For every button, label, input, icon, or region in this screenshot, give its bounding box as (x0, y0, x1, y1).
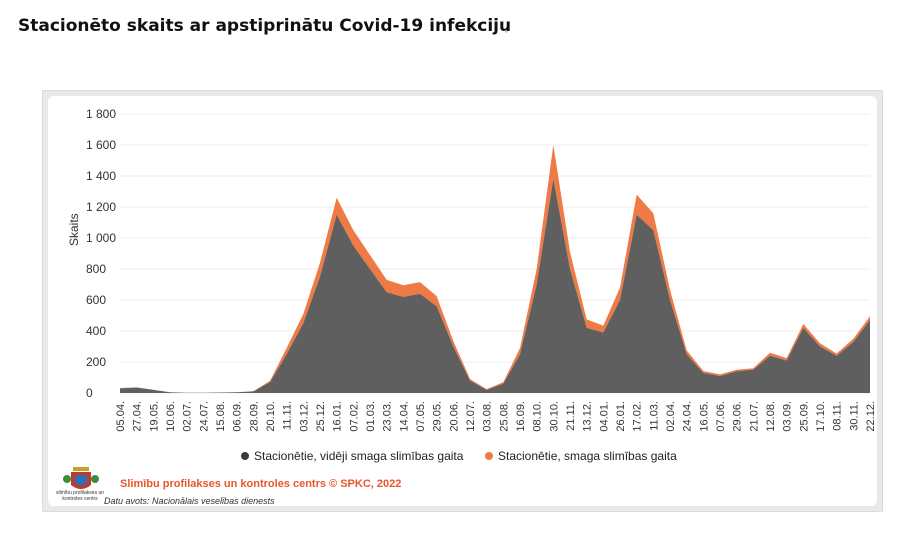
y-tick-label: 800 (86, 262, 106, 276)
chart-panel: 1 800 1 600 1 400 1 200 1 000 800 600 400 200 0 0… (48, 96, 877, 506)
y-tick-label: 1 000 (86, 231, 116, 245)
footer-credit: Slimību profilakses un kontroles centrs … (120, 478, 402, 490)
x-tick-label: 24.04. (682, 401, 694, 432)
x-tick-label: 30.11. (848, 401, 860, 431)
x-tick-label: 04.01. (598, 401, 610, 432)
x-tick-label: 05.04. (115, 401, 127, 432)
legend-dot-dark-icon (241, 451, 249, 460)
x-tick-label: 08.11. (832, 401, 844, 431)
logo-text: slimību profilakses un kontroles centrs (55, 490, 105, 502)
y-tick-label: 1 400 (86, 169, 116, 183)
footer-source: Datu avots: Nacionālais veselības dienes… (104, 496, 275, 506)
x-tick-label: 06.09. (232, 401, 244, 432)
x-tick-label: 01.03. (365, 401, 377, 432)
x-tick-label: 29.06. (732, 401, 744, 432)
x-tick-label: 19.05. (148, 401, 160, 432)
legend-item-moderate[interactable]: Stacionētie, vidēji smaga slimības gaita (241, 449, 463, 463)
title-marker-icon: ▪ (505, 27, 508, 36)
y-gridlines (120, 113, 870, 394)
y-tick-label: 400 (86, 324, 106, 338)
x-tick-label: 15.08. (215, 401, 227, 432)
y-tick-label: 1 200 (86, 200, 116, 214)
x-tick-label: 26.01. (615, 401, 627, 432)
chart-frame: 1 800 1 600 1 400 1 200 1 000 800 600 400 200 0 0… (42, 90, 883, 512)
x-tick-label: 07.06. (715, 401, 727, 432)
x-tick-label: 25.12. (315, 401, 327, 432)
x-tick-label: 21.07. (748, 401, 760, 432)
x-tick-label: 25.09. (798, 401, 810, 432)
area-series (120, 145, 870, 393)
legend-label-severe: Stacionētie, smaga slimības gaita (498, 449, 677, 463)
x-tick-label: 13.12. (582, 401, 594, 432)
x-tick-label: 12.08. (765, 401, 777, 432)
x-tick-label: 16.05. (698, 401, 710, 432)
x-tick-label: 12.07. (465, 401, 477, 432)
x-axis-ticks: 05.04. 27.04. 19.05. 10.06. 02.07. 24.07. 15.0… (115, 401, 877, 432)
x-tick-label: 30.10. (548, 401, 560, 432)
y-tick-label: 600 (86, 293, 106, 307)
chart-svg: 1 800 1 600 1 400 1 200 1 000 800 600 400 200 0 0… (67, 107, 877, 432)
x-tick-label: 11.03. (648, 401, 660, 431)
legend-item-severe[interactable]: Stacionētie, smaga slimības gaita (485, 449, 677, 463)
legend-label-moderate: Stacionētie, vidēji smaga slimības gaita (254, 449, 464, 463)
x-tick-label: 02.07. (182, 401, 194, 432)
x-tick-label: 29.05. (432, 401, 444, 432)
x-tick-label: 03.09. (782, 401, 794, 432)
x-tick-label: 16.01. (332, 401, 344, 432)
y-tick-label: 1 800 (86, 107, 116, 121)
x-tick-label: 07.05. (415, 401, 427, 432)
x-tick-label: 28.09. (248, 401, 260, 432)
x-tick-label: 14.04. (398, 401, 410, 432)
x-tick-label: 20.10. (265, 401, 277, 432)
x-tick-label: 08.10. (532, 401, 544, 432)
x-tick-label: 25.08. (498, 401, 510, 432)
x-tick-label: 23.03. (382, 401, 394, 432)
legend-dot-orange-icon (485, 451, 493, 460)
spkc-logo-icon (63, 467, 99, 489)
x-tick-label: 03.08. (482, 401, 494, 432)
x-tick-label: 16.09. (515, 401, 527, 432)
x-tick-label: 03.12. (298, 401, 310, 432)
x-tick-label: 27.04. (132, 401, 144, 432)
x-tick-label: 11.11. (282, 401, 294, 430)
x-tick-label: 20.06. (448, 401, 460, 432)
y-axis-label: Skaits (67, 213, 81, 246)
y-axis-ticks: 1 800 1 600 1 400 1 200 1 000 800 600 400 200 0 (86, 107, 116, 400)
y-tick-label: 1 600 (86, 138, 116, 152)
y-tick-label: 0 (86, 386, 93, 400)
x-tick-label: 02.04. (665, 401, 677, 432)
x-tick-label: 07.02. (348, 401, 360, 432)
x-tick-label: 21.11. (565, 401, 577, 431)
x-tick-label: 22.12. (865, 401, 877, 432)
y-tick-label: 200 (86, 355, 106, 369)
x-tick-label: 17.10. (815, 401, 827, 432)
page-title: Stacionēto skaits ar apstiprinātu Covid-… (18, 16, 512, 36)
x-tick-label: 10.06. (165, 401, 177, 432)
area-moderate (120, 179, 870, 393)
x-tick-label: 17.02. (632, 401, 644, 432)
x-tick-label: 24.07. (198, 401, 210, 432)
